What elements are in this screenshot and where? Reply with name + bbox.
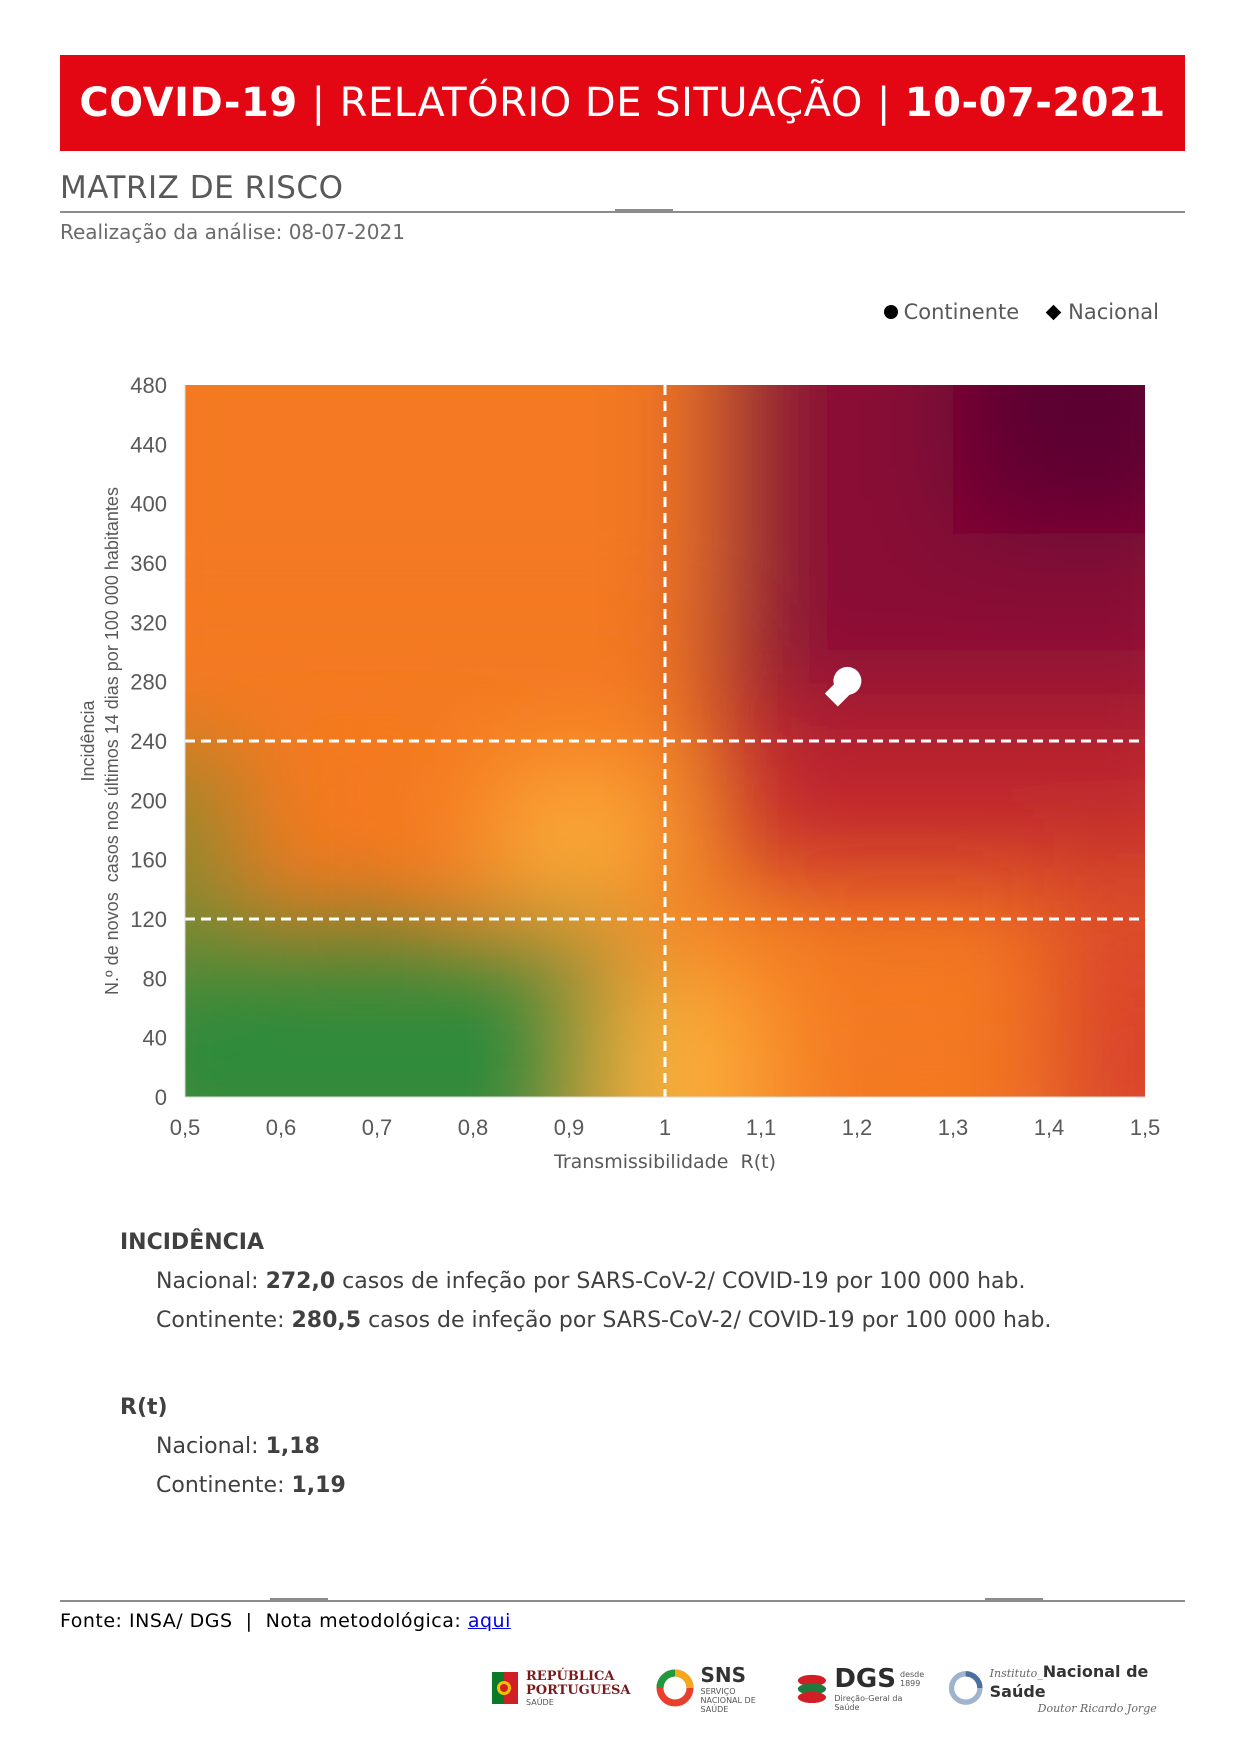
insa-title: Nacional de Saúde [989, 1661, 1149, 1701]
rt-nacional-value: 1,18 [265, 1434, 320, 1459]
x-tick-label: 0,7 [362, 1115, 393, 1140]
y-tick-label: 480 [130, 373, 167, 398]
y-tick-label: 240 [130, 729, 167, 754]
section-title: MATRIZ DE RISCO [60, 170, 344, 206]
header-separator-2: | [876, 80, 891, 126]
y-tick-label: 440 [130, 432, 167, 457]
y-tick-label: 0 [155, 1085, 167, 1110]
circle-marker-icon [883, 305, 898, 319]
y-axis-title-line1: Incidência [78, 699, 98, 781]
republica-line2: PORTUGUESA [526, 1682, 631, 1698]
incidence-continente: Continente: 280,5 casos de infeção por S… [156, 1308, 1051, 1333]
heat-zone-upper-purple [953, 385, 1145, 534]
incidence-nacional-value: 272,0 [265, 1269, 336, 1294]
marker-nacional [824, 680, 851, 707]
heat-zone-mid-yellow [492, 770, 665, 905]
y-tick-label: 80 [143, 966, 167, 991]
section-divider-accent [615, 209, 673, 211]
risk-matrix-chart: 0,5 0,6 0,7 0,8 0,9 1 1,1 1,2 1,3 1,4 1,5 0 40 80 120 1… [78, 373, 1160, 1173]
dgs-since: desde 1899 [900, 1670, 925, 1688]
insa-emblem-icon [949, 1671, 983, 1705]
header-report-date: 10-07-2021 [904, 80, 1166, 126]
methodology-link[interactable]: aqui [467, 1610, 511, 1632]
x-tick-label: 0,5 [170, 1115, 201, 1140]
section-divider [60, 211, 1185, 213]
dgs-subtitle: Direção-Geral da Saúde [834, 1694, 903, 1712]
insa-prefix: Instituto_ [989, 1666, 1043, 1680]
dgs-logo: DGS desde 1899 Direção-Geral da Saúde [795, 1664, 925, 1712]
analysis-date: Realização da análise: 08-07-2021 [60, 220, 405, 244]
legend-label-nacional: Nacional [1068, 300, 1159, 324]
dgs-emblem-icon [797, 1674, 826, 1704]
heat-zone-low-green [185, 933, 637, 1097]
rt-summary: R(t) Nacional: 1,18 Continente: 1,19 [120, 1395, 346, 1498]
header-separator-1: | [311, 80, 326, 126]
legend-item-continente: Continente [883, 300, 1020, 324]
incidence-summary: INCIDÊNCIA Nacional: 272,0 casos de infe… [120, 1230, 1051, 1333]
chart-legend: Continente Nacional [883, 300, 1159, 324]
y-tick-label: 200 [130, 788, 167, 813]
insa-logo: Instituto_Nacional de Saúde Doutor Ricar… [948, 1662, 1185, 1715]
x-tick-label: 0,6 [266, 1115, 297, 1140]
x-tick-label: 1,4 [1034, 1115, 1065, 1140]
sns-ring-icon [656, 1669, 694, 1707]
rt-continente-value: 1,19 [291, 1473, 346, 1498]
x-tick-label: 0,9 [554, 1115, 585, 1140]
republica-portuguesa-logo: REPÚBLICA PORTUGUESA SAÚDE [490, 1668, 631, 1708]
sns-subtitle: SERVIÇO NACIONAL DE SAÚDE [700, 1686, 756, 1714]
header-title-covid: COVID-19 [79, 80, 298, 126]
incidence-continente-value: 280,5 [291, 1308, 362, 1333]
sns-title: SNS [700, 1662, 747, 1687]
y-tick-label: 280 [130, 670, 167, 695]
diamond-marker-icon [1045, 304, 1062, 320]
y-tick-label: 360 [130, 551, 167, 576]
footer-divider-accent-left [270, 1598, 328, 1600]
x-tick-label: 1,2 [842, 1115, 873, 1140]
republica-line3: SAÚDE [526, 1697, 554, 1707]
data-markers [824, 666, 862, 707]
heat-zone-olive [185, 755, 233, 934]
x-tick-label: 1,3 [938, 1115, 969, 1140]
incidence-nacional: Nacional: 272,0 casos de infeção por SAR… [156, 1269, 1051, 1294]
header-title-report: RELATÓRIO DE SITUAÇÃO [339, 80, 863, 126]
x-tick-label: 1,5 [1130, 1115, 1161, 1140]
dgs-title: DGS [834, 1664, 896, 1694]
x-axis-title: Transmissibilidade R(t) [553, 1151, 776, 1173]
y-tick-label: 320 [130, 610, 167, 635]
y-tick-label: 40 [143, 1026, 167, 1051]
heat-zone-low-yellow [597, 963, 761, 1097]
y-axis-title-line2: N.º de novos casos nos últimos 14 dias p… [102, 487, 122, 995]
report-header-banner: COVID-19 | RELATÓRIO DE SITUAÇÃO | 10-07… [60, 55, 1185, 151]
x-tick-label: 1,1 [746, 1115, 777, 1140]
incidence-nacional-suffix: casos de infeção por SARS-CoV-2/ COVID-1… [335, 1269, 1026, 1294]
institution-logos: REPÚBLICA PORTUGUESA SAÚDE SNS SERVIÇO N… [490, 1660, 1185, 1716]
sns-logo: SNS SERVIÇO NACIONAL DE SAÚDE [655, 1663, 771, 1714]
rt-nacional-label: Nacional: [156, 1434, 259, 1459]
incidence-nacional-label: Nacional: [156, 1269, 259, 1294]
y-tick-label: 400 [130, 492, 167, 517]
footer-divider-accent-right [985, 1598, 1043, 1600]
x-tick-label: 1 [659, 1115, 671, 1140]
y-tick-label: 120 [130, 907, 167, 932]
footer-divider [60, 1600, 1185, 1602]
rt-nacional: Nacional: 1,18 [156, 1434, 346, 1459]
rt-continente-label: Continente: [156, 1473, 285, 1498]
legend-item-nacional: Nacional [1045, 300, 1159, 324]
rt-title: R(t) [120, 1395, 168, 1420]
y-tick-label: 160 [130, 848, 167, 873]
incidence-title: INCIDÊNCIA [120, 1230, 264, 1255]
chart-axes: 0,5 0,6 0,7 0,8 0,9 1 1,1 1,2 1,3 1,4 1,5 0 40 80 120 1… [130, 373, 1160, 1140]
heat-zone-low-right-red [1049, 904, 1145, 1097]
rt-continente: Continente: 1,19 [156, 1473, 346, 1498]
x-tick-label: 0,8 [458, 1115, 489, 1140]
incidence-continente-suffix: casos de infeção por SARS-CoV-2/ COVID-1… [361, 1308, 1052, 1333]
republica-line1: REPÚBLICA [526, 1668, 615, 1684]
footer-source-text: Fonte: INSA/ DGS | Nota metodológica: [60, 1610, 468, 1632]
footer-source: Fonte: INSA/ DGS | Nota metodológica: aq… [60, 1610, 511, 1632]
threshold-lines [185, 385, 1145, 1097]
portugal-flag-icon [492, 1672, 518, 1704]
incidence-continente-label: Continente: [156, 1308, 285, 1333]
legend-label-continente: Continente [903, 300, 1020, 324]
insa-subtitle: Doutor Ricardo Jorge [1037, 1701, 1157, 1715]
